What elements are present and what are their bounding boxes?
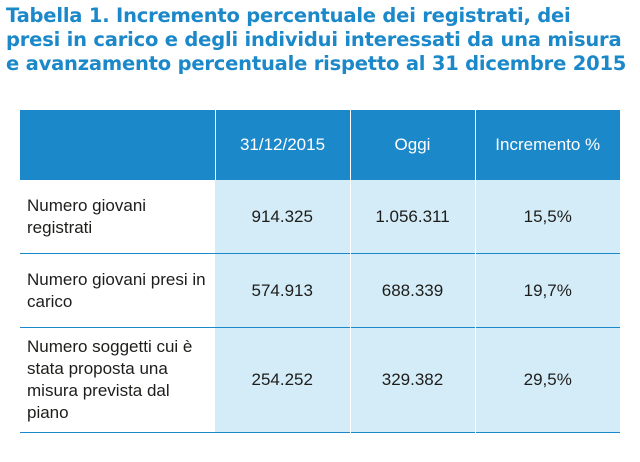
data-table: 31/12/2015 Oggi Incremento % Numero giov… [20, 110, 620, 433]
table-body: Numero giovani registrati 914.325 1.056.… [20, 180, 620, 433]
caption-line-2: presi in carico e degli individui intere… [6, 28, 622, 51]
header-cell-increment: Incremento % [475, 110, 620, 180]
table-row: Numero soggetti cui è stata proposta una… [20, 327, 620, 433]
cell-value-today: 329.382 [350, 327, 476, 433]
cell-value-increment: 19,7% [475, 253, 620, 328]
cell-value-2015: 254.252 [215, 327, 351, 433]
table-row: Numero giovani registrati 914.325 1.056.… [20, 180, 620, 254]
table-caption: Tabella 1. Incremento percentuale dei re… [6, 4, 632, 76]
caption-line-3: e avanzamento percentuale rispetto al 31… [6, 52, 627, 75]
cell-value-increment: 15,5% [475, 180, 620, 254]
row-label: Numero soggetti cui è stata proposta una… [20, 327, 215, 433]
cell-value-2015: 574.913 [215, 253, 351, 328]
header-cell-empty [20, 110, 216, 180]
cell-value-2015: 914.325 [215, 180, 351, 254]
header-cell-date: 31/12/2015 [215, 110, 351, 180]
table-row: Numero giovani presi in carico 574.913 6… [20, 253, 620, 328]
row-label: Numero giovani presi in carico [20, 253, 215, 328]
cell-value-today: 1.056.311 [350, 180, 476, 254]
caption-line-1: Tabella 1. Incremento percentuale dei re… [6, 4, 571, 27]
cell-value-today: 688.339 [350, 253, 476, 328]
header-cell-today: Oggi [350, 110, 476, 180]
row-label: Numero giovani registrati [20, 180, 215, 254]
table-header: 31/12/2015 Oggi Incremento % [20, 110, 620, 180]
cell-value-increment: 29,5% [475, 327, 620, 433]
header-row: 31/12/2015 Oggi Incremento % [20, 110, 620, 180]
